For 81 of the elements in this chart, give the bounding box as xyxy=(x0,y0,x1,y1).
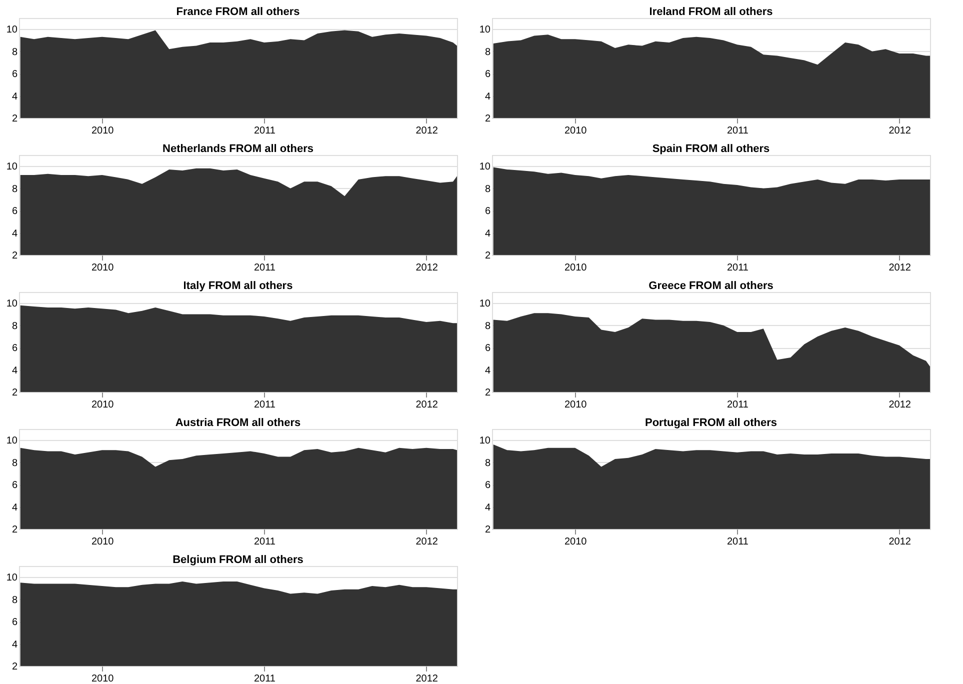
y-tick-label: 6 xyxy=(12,69,18,80)
y-tick-label: 6 xyxy=(484,206,491,218)
x-tick-label: 2011 xyxy=(254,536,276,548)
x-tick-label: 2010 xyxy=(564,262,588,274)
y-tick-label: 8 xyxy=(12,184,18,195)
x-tick-label: 2010 xyxy=(564,400,588,410)
y-tick-label: 6 xyxy=(12,480,18,492)
y-tick-label: 10 xyxy=(479,436,491,447)
y-tick-label: 8 xyxy=(484,458,491,469)
y-tick-label: 4 xyxy=(12,502,18,514)
y-tick-label: 2 xyxy=(484,388,491,398)
y-tick-label: 6 xyxy=(12,343,18,354)
chart-title: Portugal FROM all others xyxy=(644,417,778,429)
y-tick-label: 10 xyxy=(6,572,18,584)
x-tick-label: 2011 xyxy=(254,126,276,136)
chart-title: Belgium FROM all others xyxy=(172,554,304,566)
y-tick-label: 8 xyxy=(12,320,18,332)
x-tick-label: 2010 xyxy=(564,126,588,136)
x-tick-label: 2011 xyxy=(726,262,749,274)
x-tick-label: 2012 xyxy=(416,262,438,274)
y-tick-label: 4 xyxy=(484,502,491,514)
y-tick-label: 4 xyxy=(484,365,491,376)
y-tick-label: 10 xyxy=(6,162,18,173)
chart-title: Ireland FROM all others xyxy=(649,6,773,18)
x-tick-label: 2011 xyxy=(726,400,749,410)
y-tick-label: 10 xyxy=(6,436,18,447)
y-tick-label: 2 xyxy=(484,250,491,262)
y-tick-label: 2 xyxy=(12,524,18,536)
y-tick-label: 2 xyxy=(12,662,18,672)
y-tick-label: 6 xyxy=(12,617,18,628)
x-tick-label: 2011 xyxy=(254,262,276,274)
x-tick-label: 2012 xyxy=(416,126,438,136)
y-tick-label: 2 xyxy=(484,524,491,536)
y-tick-label: 2 xyxy=(12,250,18,262)
y-tick-label: 4 xyxy=(12,365,18,376)
y-tick-label: 4 xyxy=(12,639,18,650)
y-tick-label: 6 xyxy=(484,480,491,492)
x-tick-label: 2012 xyxy=(888,126,912,136)
y-tick-label: 4 xyxy=(12,228,18,240)
x-tick-label: 2010 xyxy=(91,126,114,136)
y-tick-label: 8 xyxy=(484,46,491,58)
x-tick-label: 2012 xyxy=(416,400,438,410)
y-tick-label: 6 xyxy=(484,69,491,80)
x-tick-label: 2012 xyxy=(888,400,912,410)
y-tick-label: 8 xyxy=(484,184,491,195)
y-tick-label: 10 xyxy=(479,24,491,36)
y-tick-label: 8 xyxy=(484,320,491,332)
chart-title: Greece FROM all others xyxy=(648,280,774,292)
x-tick-label: 2012 xyxy=(888,262,912,274)
x-tick-label: 2012 xyxy=(888,536,912,548)
x-tick-label: 2011 xyxy=(726,126,749,136)
x-tick-label: 2010 xyxy=(564,536,588,548)
chart-title: Italy FROM all others xyxy=(183,280,293,292)
y-tick-label: 8 xyxy=(12,46,18,58)
y-tick-label: 4 xyxy=(12,91,18,102)
x-tick-label: 2012 xyxy=(416,674,438,684)
y-tick-label: 4 xyxy=(484,91,491,102)
x-tick-label: 2010 xyxy=(91,674,114,684)
x-tick-label: 2011 xyxy=(254,400,276,410)
chart-title: France FROM all others xyxy=(176,6,300,18)
chart-title: Netherlands FROM all others xyxy=(162,143,314,155)
x-tick-label: 2010 xyxy=(91,262,114,274)
y-tick-label: 8 xyxy=(12,458,18,469)
y-tick-label: 6 xyxy=(484,343,491,354)
y-tick-label: 2 xyxy=(484,114,491,124)
x-tick-label: 2012 xyxy=(416,536,438,548)
x-tick-label: 2010 xyxy=(91,536,114,548)
chart-title: Austria FROM all others xyxy=(175,417,301,429)
y-tick-label: 2 xyxy=(12,388,18,398)
y-tick-label: 10 xyxy=(479,298,491,310)
y-tick-label: 6 xyxy=(12,206,18,218)
x-tick-label: 2011 xyxy=(254,674,276,684)
chart-title: Spain FROM all others xyxy=(652,143,770,155)
x-tick-label: 2011 xyxy=(726,536,749,548)
y-tick-label: 8 xyxy=(12,594,18,606)
y-tick-label: 4 xyxy=(484,228,491,240)
y-tick-label: 2 xyxy=(12,114,18,124)
y-tick-label: 10 xyxy=(479,162,491,173)
x-tick-label: 2010 xyxy=(91,400,114,410)
y-tick-label: 10 xyxy=(6,24,18,36)
y-tick-label: 10 xyxy=(6,298,18,310)
